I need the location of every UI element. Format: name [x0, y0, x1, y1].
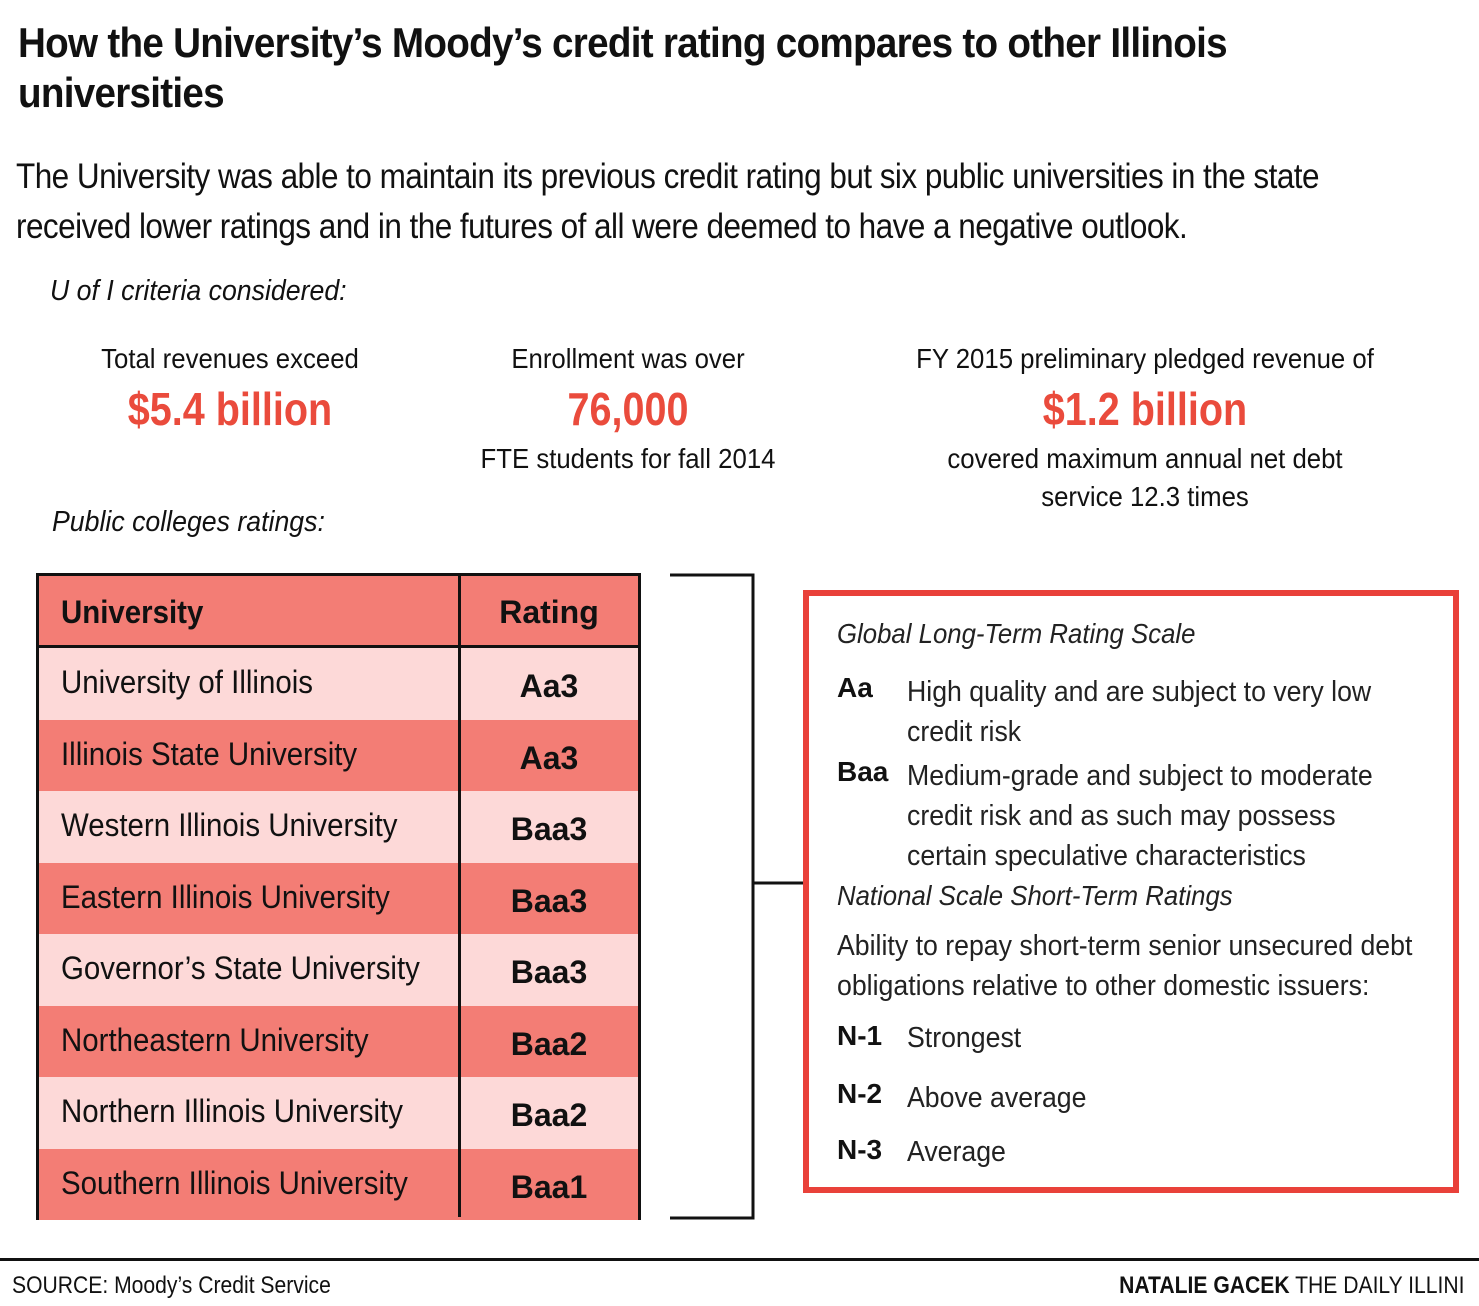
legend-desc-aa-line: credit risk [907, 716, 1022, 748]
source-note: SOURCE: Moody’s Credit Service [12, 1272, 331, 1299]
stat-pledged-post: covered maximum annual net debt service … [947, 443, 1343, 512]
footer-rule [0, 1258, 1479, 1261]
stat-pledged-value: $1.2 billion [1042, 383, 1248, 435]
stat-enrollment-post: FTE students for fall 2014 [480, 443, 776, 474]
legend-desc-baa-line: Medium-grade and subject to moderate [907, 760, 1373, 792]
column-header-rating: Rating [499, 594, 599, 630]
rating-value: Baa2 [510, 1097, 588, 1133]
stat-enrollment-value: 76,000 [567, 383, 689, 435]
rating-value: Baa3 [510, 811, 588, 847]
column-divider [458, 576, 461, 1217]
legend-global-title: Global Long-Term Rating Scale [837, 618, 1196, 649]
stat-revenue-pre: Total revenues exceed [101, 343, 359, 374]
university-name: Northern Illinois University [61, 1093, 403, 1129]
legend-desc-n3: Average [907, 1136, 1006, 1168]
bracket-connector [670, 573, 803, 1220]
legend-national-desc-line: obligations relative to other domestic i… [837, 970, 1370, 1002]
stat-enrollment-pre: Enrollment was over [511, 343, 745, 374]
legend-desc-aa: High quality and are subject to very low… [907, 672, 1371, 752]
legend-desc-aa-line: High quality and are subject to very low [907, 676, 1372, 708]
header-divider [39, 645, 638, 648]
university-name: University of Illinois [61, 664, 313, 700]
legend-code-baa: Baa [837, 756, 889, 787]
table-row: Illinois State University Aa3 [39, 719, 638, 791]
stat-revenue-value: $5.4 billion [127, 383, 333, 435]
legend-desc-baa-line: credit risk and as such may possess [907, 800, 1336, 832]
legend-code-aa: Aa [837, 672, 873, 703]
rating-value: Baa1 [510, 1168, 588, 1205]
legend-code-n1: N-1 [837, 1020, 883, 1051]
table-header-row: University Rating [39, 576, 638, 646]
rating-value: Aa3 [519, 739, 579, 776]
legend-national-desc-line: Ability to repay short-term senior unsec… [837, 930, 1413, 962]
stat-revenue: Total revenues exceed $5.4 billion [40, 340, 420, 440]
stat-pledged-pre: FY 2015 preliminary pledged revenue of [916, 343, 1374, 374]
chart-subtitle: The University was able to maintain its … [16, 157, 1320, 246]
byline-publication: THE DAILY ILLINI [1295, 1272, 1465, 1299]
university-name: Illinois State University [61, 735, 358, 772]
chart-title: How the University’s Moody’s credit rati… [18, 19, 1228, 116]
bracket-line [670, 573, 755, 1220]
byline: NATALIE GACEK THE DAILY ILLINI [1120, 1272, 1465, 1300]
legend-desc-baa: Medium-grade and subject to moderate cre… [907, 756, 1373, 876]
byline-author: NATALIE GACEK [1119, 1272, 1291, 1299]
table-row: Northern Illinois University Baa2 [39, 1077, 638, 1149]
legend-national-title: National Scale Short-Term Ratings [837, 880, 1233, 911]
legend-desc-n1: Strongest [907, 1022, 1022, 1054]
table-label: Public colleges ratings: [52, 506, 325, 538]
legend-national-desc: Ability to repay short-term senior unsec… [837, 926, 1412, 1006]
criteria-label: U of I criteria considered: [50, 275, 347, 307]
table-row: Southern Illinois University Baa1 [39, 1148, 638, 1220]
table-row: Western Illinois University Baa3 [39, 791, 638, 863]
ratings-table: University Rating University of Illinois… [36, 573, 641, 1220]
legend-desc-baa-line: certain speculative characteristics [907, 840, 1306, 872]
table-row: Governor’s State University Baa3 [39, 934, 638, 1006]
university-name: Eastern Illinois University [61, 878, 390, 915]
university-name: Western Illinois University [61, 807, 398, 843]
table-row: Northeastern University Baa2 [39, 1005, 638, 1077]
rating-scale-legend: Global Long-Term Rating Scale Aa High qu… [803, 590, 1459, 1193]
legend-desc-n2: Above average [907, 1082, 1087, 1114]
table-row: Eastern Illinois University Baa3 [39, 862, 638, 934]
stat-pledged-revenue: FY 2015 preliminary pledged revenue of $… [880, 340, 1410, 516]
university-name: Northeastern University [61, 1021, 369, 1058]
university-name: Governor’s State University [61, 950, 420, 986]
column-header-university: University [61, 594, 204, 630]
table-row: University of Illinois Aa3 [39, 648, 638, 720]
rating-value: Baa2 [510, 1025, 588, 1062]
legend-code-n3: N-3 [837, 1134, 883, 1165]
stat-enrollment: Enrollment was over 76,000 FTE students … [428, 340, 828, 478]
rating-value: Aa3 [519, 668, 579, 704]
legend-code-n2: N-2 [837, 1078, 883, 1109]
rating-value: Baa3 [510, 882, 588, 919]
rating-value: Baa3 [510, 954, 588, 990]
university-name: Southern Illinois University [61, 1164, 408, 1201]
